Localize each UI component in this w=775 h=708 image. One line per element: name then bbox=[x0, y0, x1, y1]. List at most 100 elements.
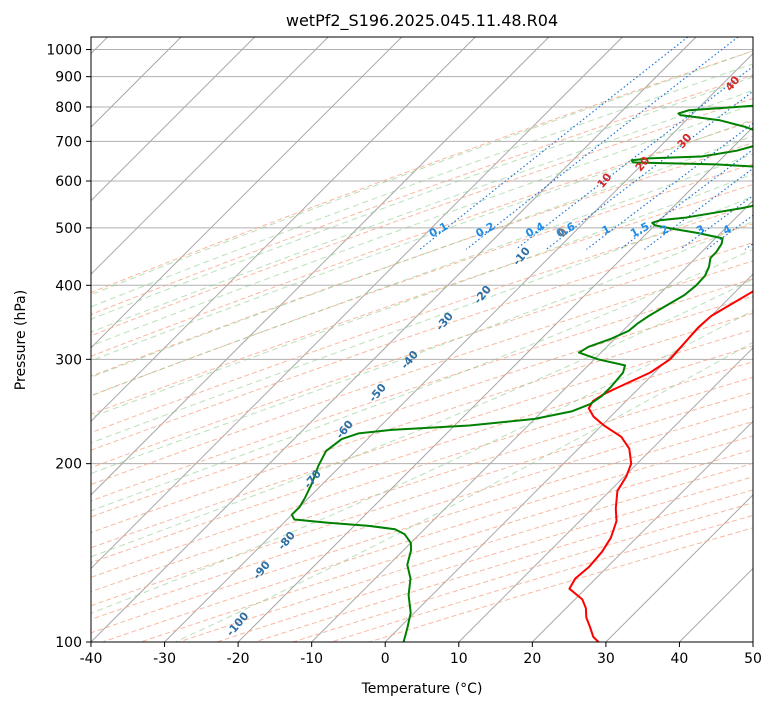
x-tick-label: -30 bbox=[153, 651, 176, 667]
dry-adiabat-line bbox=[91, 50, 753, 294]
dry-adiabat-line bbox=[91, 391, 753, 607]
dry-adiabat-line bbox=[91, 361, 753, 578]
moist-adiabat-line bbox=[91, 63, 753, 308]
y-tick-label: 400 bbox=[55, 278, 82, 294]
dry-adiabat-label: -60 bbox=[333, 418, 356, 442]
mixing-ratio-line bbox=[419, 37, 689, 250]
isotherm-line bbox=[91, 37, 476, 423]
mixing-ratio-line bbox=[545, 90, 753, 250]
dry-adiabat-label: 10 bbox=[595, 170, 615, 190]
mixing-ratio-line bbox=[706, 214, 753, 250]
dry-adiabat-line bbox=[178, 462, 753, 642]
dry-adiabat-line bbox=[91, 203, 753, 434]
mixing-ratio-line bbox=[465, 37, 739, 250]
x-tick-label: -10 bbox=[300, 651, 323, 667]
dewpoint-profile-line bbox=[290, 104, 753, 642]
plot-frame bbox=[90, 36, 754, 643]
mixing-ratio-label: 4 bbox=[721, 222, 734, 237]
isotherm-line bbox=[91, 37, 697, 642]
isotherm-line bbox=[679, 567, 753, 642]
moist-adiabat-line bbox=[91, 278, 753, 558]
x-tick-label: 10 bbox=[450, 651, 468, 667]
dry-adiabat-line bbox=[91, 260, 753, 486]
isotherm-line bbox=[384, 273, 753, 642]
moist-adiabat-line bbox=[91, 119, 753, 362]
dry-adiabat-line bbox=[91, 242, 753, 469]
dry-adiabat-line bbox=[330, 514, 753, 642]
dry-adiabat-line bbox=[91, 163, 753, 397]
y-tick-label: 100 bbox=[55, 635, 82, 651]
isotherm-line bbox=[752, 641, 753, 642]
isotherm-line bbox=[91, 37, 256, 202]
moist-adiabat-line bbox=[91, 50, 753, 296]
isotherm-line bbox=[531, 420, 753, 642]
moist-adiabat-line bbox=[91, 196, 753, 444]
isotherm-line bbox=[311, 199, 753, 642]
dry-adiabat-line bbox=[91, 97, 753, 337]
dry-adiabat-line bbox=[91, 184, 753, 415]
dry-adiabat-label: -100 bbox=[224, 609, 252, 639]
isotherm-line bbox=[458, 347, 753, 642]
y-tick-label: 500 bbox=[55, 221, 82, 237]
moist-adiabat-line bbox=[91, 76, 753, 320]
x-axis-label: Temperature (°C) bbox=[361, 681, 483, 697]
mixing-ratio-label: 0.4 bbox=[523, 220, 547, 241]
isotherm-line bbox=[91, 37, 623, 570]
moist-adiabat-line bbox=[91, 135, 753, 378]
x-tick-label: 0 bbox=[381, 651, 390, 667]
moist-adiabat-line bbox=[91, 173, 753, 418]
dry-adiabat-line bbox=[91, 329, 753, 549]
x-tick-label: 40 bbox=[671, 651, 689, 667]
isotherm-line bbox=[164, 52, 753, 642]
dry-adiabat-line bbox=[91, 142, 753, 377]
dry-adiabat-line bbox=[91, 345, 753, 564]
axes: -40 -30 -20 -10 0 10 20 30 40 5010020030040050060… bbox=[46, 43, 762, 667]
dry-adiabat-line bbox=[91, 312, 753, 534]
dry-adiabat-line bbox=[91, 74, 753, 316]
isotherm-line bbox=[91, 37, 403, 349]
y-tick-label: 800 bbox=[55, 100, 82, 116]
y-tick-label: 700 bbox=[55, 134, 82, 150]
y-tick-label: 900 bbox=[55, 70, 82, 86]
dry-adiabat-line bbox=[91, 295, 753, 518]
moist-adiabat-line bbox=[91, 153, 753, 397]
dry-adiabat-label: -90 bbox=[250, 558, 273, 582]
dry-adiabat-label: -10 bbox=[510, 244, 533, 268]
y-tick-label: 300 bbox=[55, 352, 82, 368]
isotherm-line bbox=[91, 37, 329, 275]
x-tick-label: 50 bbox=[744, 651, 762, 667]
moist-adiabat-line bbox=[91, 248, 753, 512]
mixing-ratio-label: 0.2 bbox=[474, 220, 497, 241]
dry-adiabat-label: -70 bbox=[301, 467, 324, 491]
dry-adiabat-label: -80 bbox=[275, 529, 298, 553]
plot-area bbox=[91, 37, 753, 642]
isotherm-line bbox=[91, 37, 550, 496]
dry-adiabat-line bbox=[91, 278, 753, 502]
dry-adiabat-label: -40 bbox=[398, 348, 421, 372]
isotherm-line bbox=[237, 126, 753, 642]
y-tick-label: 200 bbox=[55, 457, 82, 473]
moist-adiabat-line bbox=[91, 221, 753, 475]
moist-adiabat-line bbox=[91, 89, 753, 333]
moist-adiabat-line bbox=[91, 104, 753, 347]
dry-adiabat-line bbox=[91, 120, 753, 357]
mixing-ratio-label: 1 bbox=[600, 222, 613, 237]
reference-lines bbox=[91, 37, 753, 642]
dry-adiabat-label: -30 bbox=[433, 310, 456, 334]
x-tick-label: 20 bbox=[523, 651, 541, 667]
y-tick-label: 600 bbox=[55, 174, 82, 190]
temperature-profile-line bbox=[568, 290, 753, 642]
chart-title: wetPf2_S196.2025.045.11.48.R04 bbox=[286, 11, 558, 31]
profiles bbox=[290, 104, 753, 642]
mixing-ratio-label: 1.5 bbox=[628, 220, 651, 241]
y-axis-label: Pressure (hPa) bbox=[13, 290, 29, 390]
x-tick-label: -40 bbox=[80, 651, 103, 667]
mixing-ratio-line bbox=[619, 148, 753, 250]
dry-adiabat-line bbox=[91, 376, 753, 593]
moist-adiabat-line bbox=[174, 341, 753, 642]
dry-adiabat-label: -50 bbox=[366, 381, 389, 405]
y-tick-label: 1000 bbox=[46, 43, 82, 59]
dry-adiabat-line bbox=[102, 435, 753, 642]
x-tick-label: -20 bbox=[227, 651, 250, 667]
